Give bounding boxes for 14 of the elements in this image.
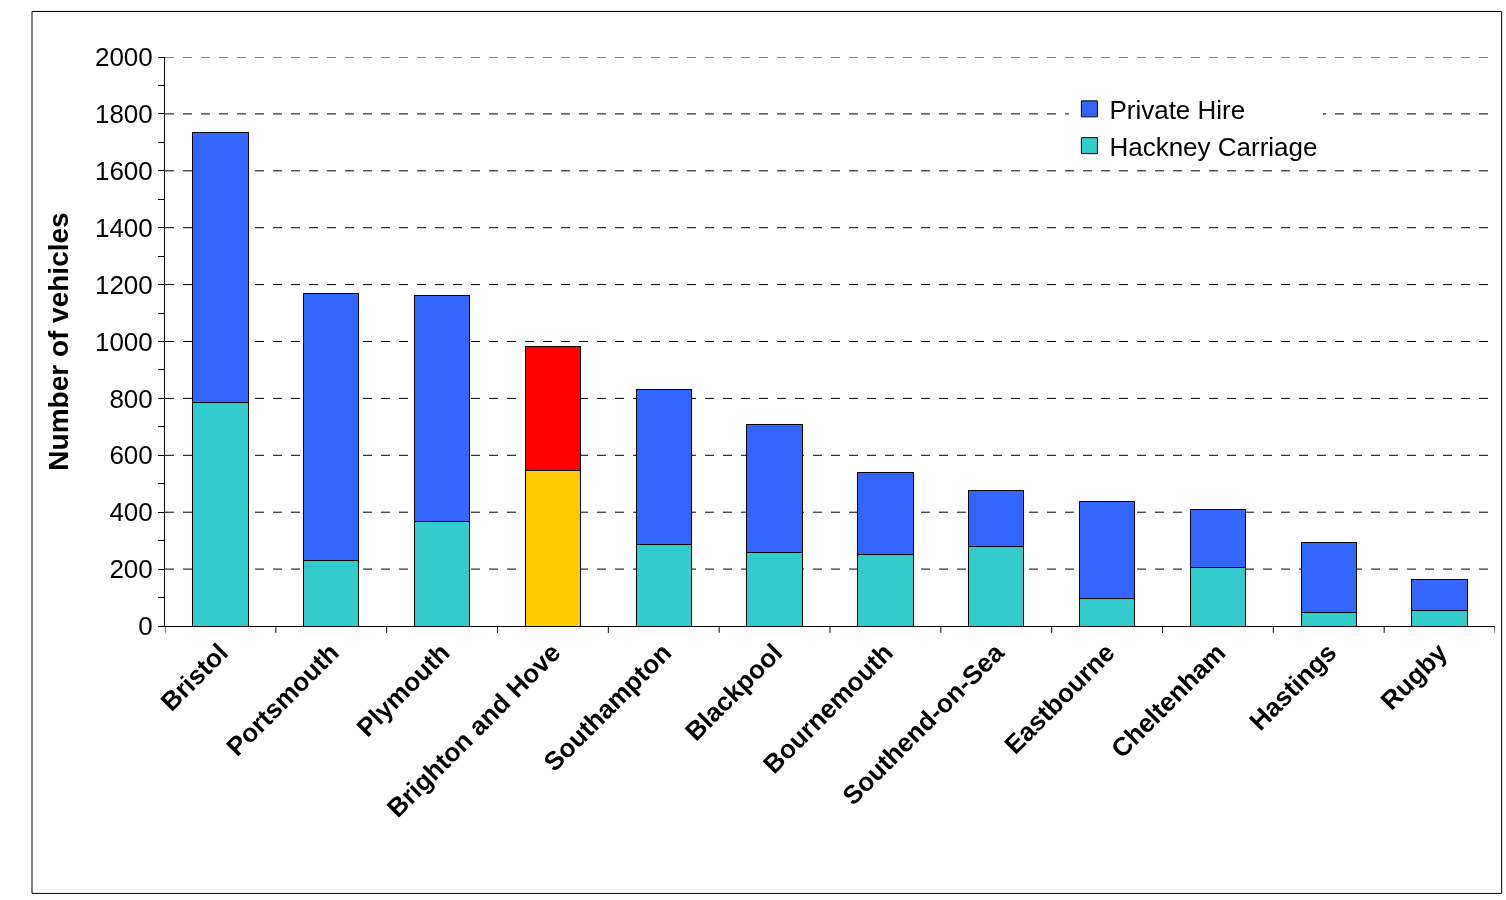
y-axis-title: Number of vehicles [42, 212, 74, 471]
y-tick-label: 1200 [94, 269, 153, 300]
y-tick-label: 1600 [94, 155, 153, 186]
y-tick-label: 200 [109, 554, 153, 585]
y-tick-label: 1800 [94, 99, 153, 129]
y-tick-label: 1400 [94, 212, 153, 243]
y-tick-label: 1000 [94, 326, 153, 357]
y-tick-label: 400 [109, 497, 153, 528]
y-tick-label: 600 [109, 440, 153, 471]
y-tick-label: 0 [138, 611, 153, 642]
legend-label: Private Hire [1109, 94, 1246, 125]
y-tick-label: 2000 [94, 42, 153, 73]
legend-label: Hackney Carriage [1109, 131, 1318, 162]
y-tick-label: 800 [109, 383, 153, 414]
